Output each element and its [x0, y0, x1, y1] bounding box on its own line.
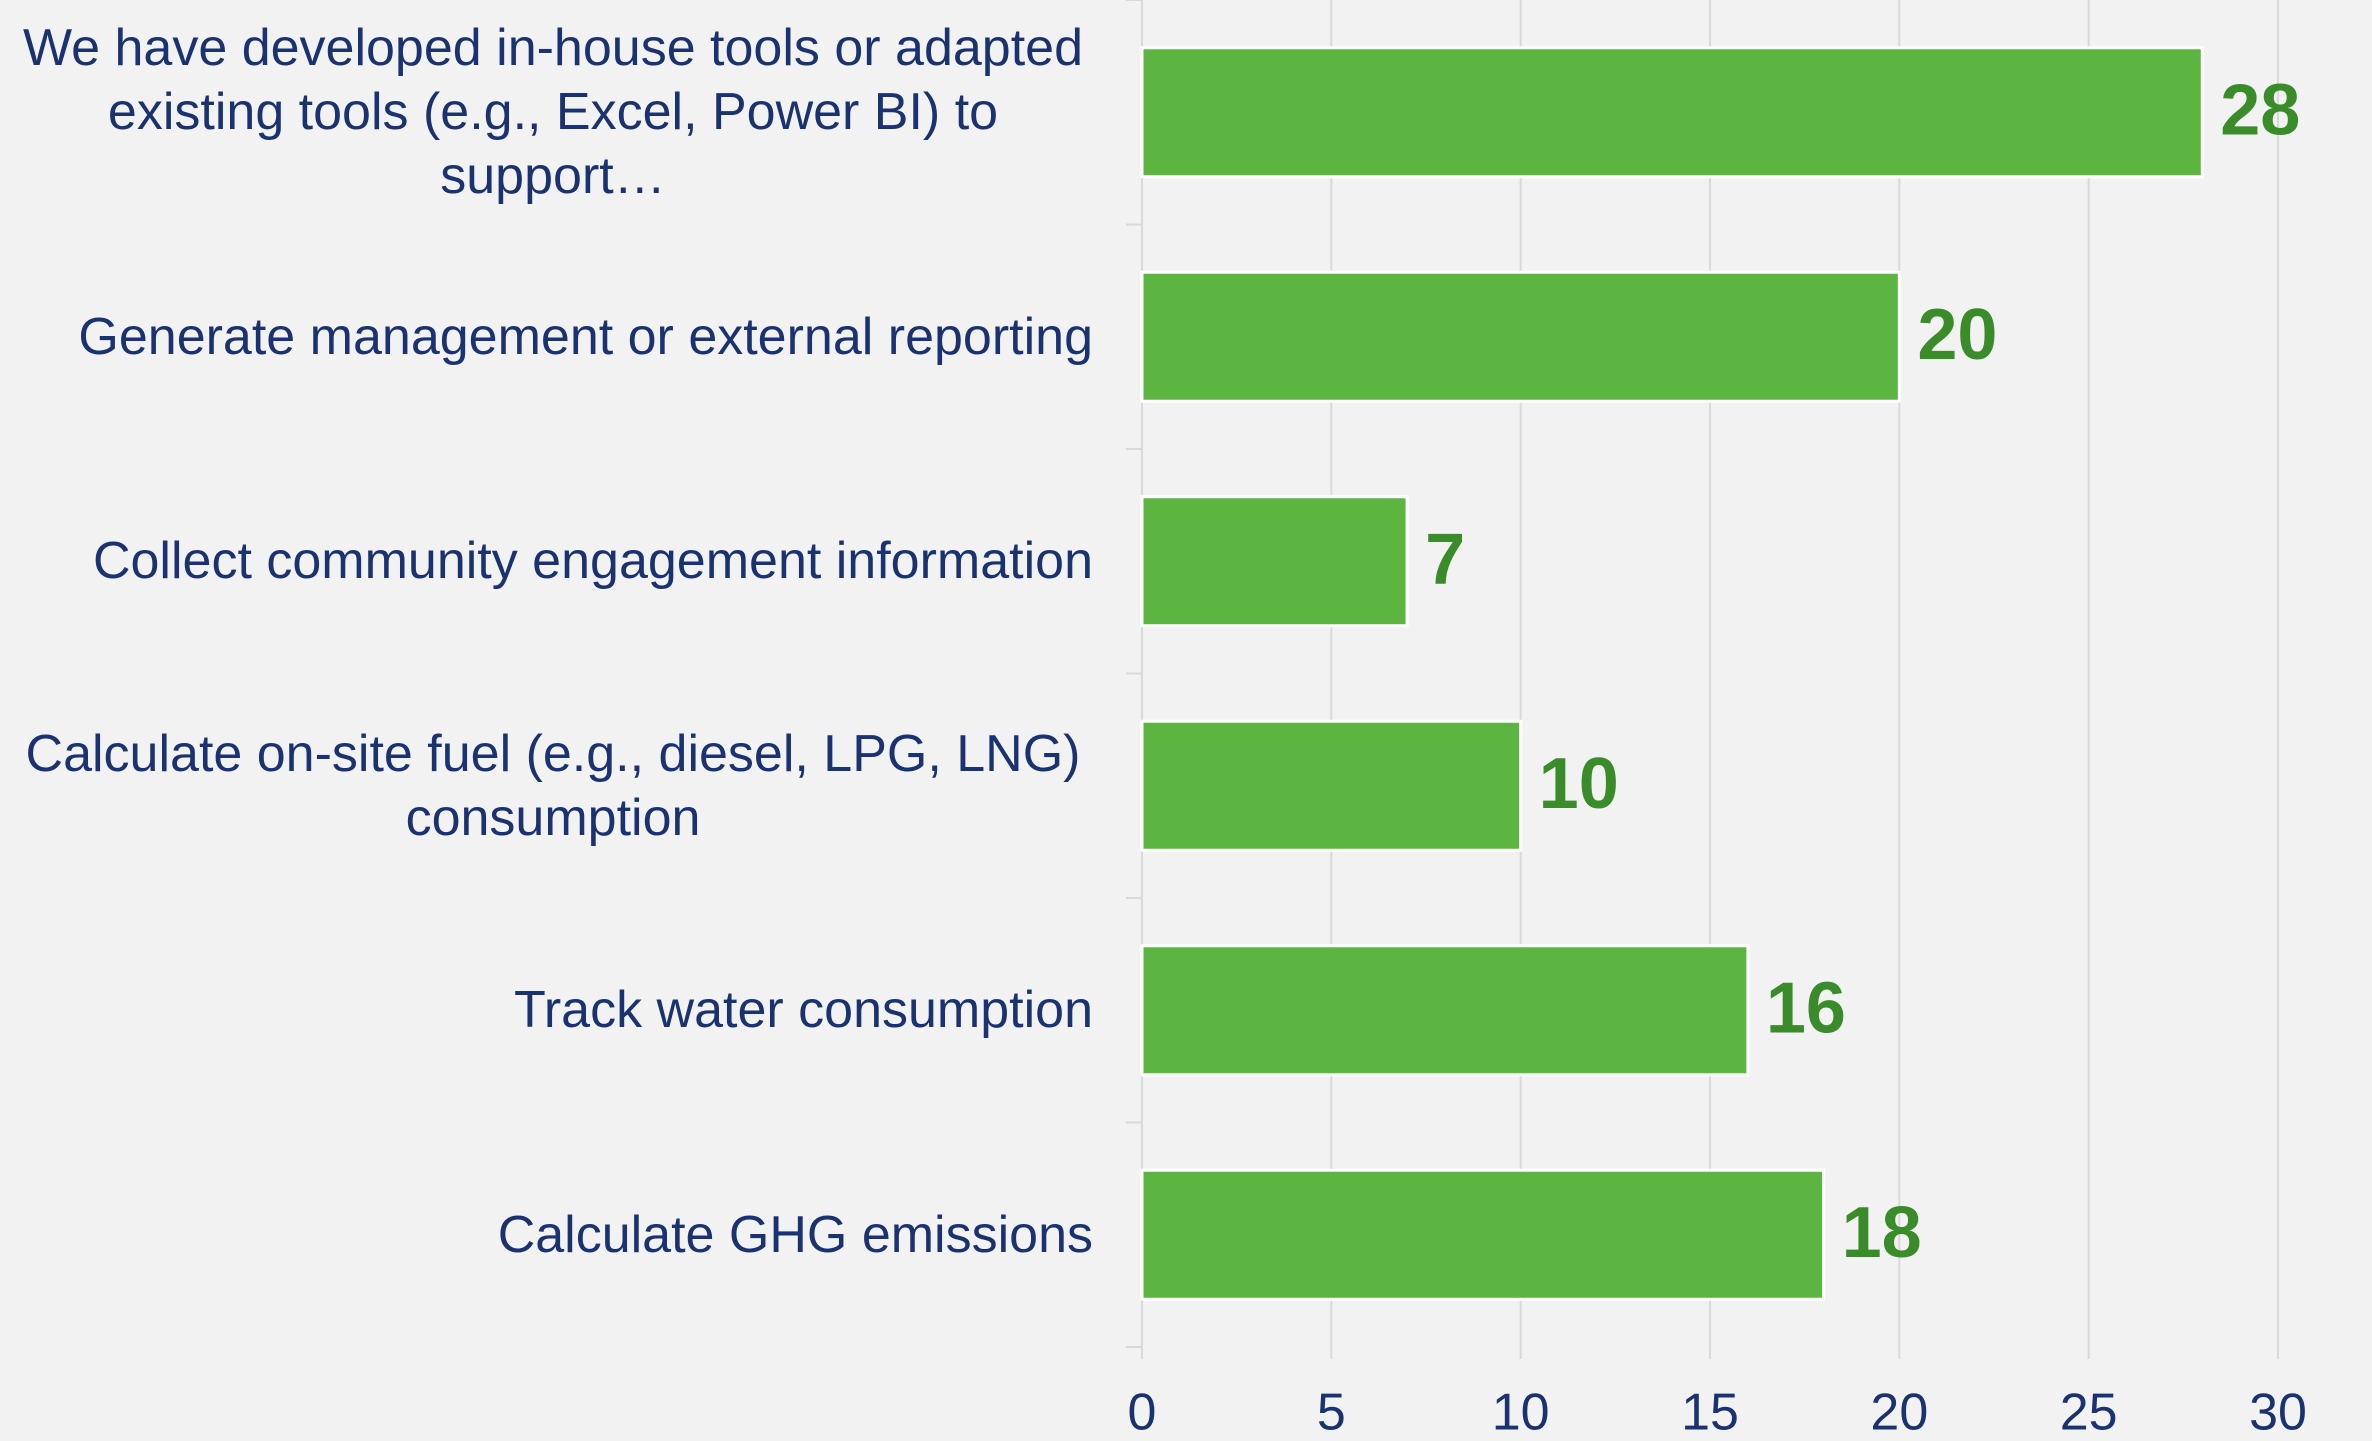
bar: [1140, 46, 2204, 179]
x-tick-label: 20: [1870, 1384, 1928, 1441]
category-label-box: Track water consumption: [13, 978, 1093, 1042]
y-tick-label: We have developed in-house tools or adap…: [22, 19, 1083, 206]
bar: [1140, 1168, 1826, 1301]
value-label: 16: [1766, 968, 1846, 1048]
category-label-box: Calculate on-site fuel (e.g., diesel, LP…: [13, 722, 1093, 850]
value-label: 28: [2220, 70, 2300, 150]
category-label-box: Calculate GHG emissions: [13, 1203, 1093, 1267]
x-tick-label: 15: [1681, 1384, 1739, 1441]
value-label: 18: [1842, 1193, 1922, 1273]
x-tick-label: 0: [1128, 1384, 1157, 1441]
bar: [1140, 719, 1523, 852]
value-label: 7: [1425, 519, 1465, 599]
y-tick-label: Calculate GHG emissions: [497, 1205, 1093, 1264]
category-label-box: We have developed in-house tools or adap…: [13, 16, 1093, 208]
y-tick-label: Calculate on-site fuel (e.g., diesel, LP…: [25, 724, 1081, 847]
y-tick-label: Collect community engagement information: [92, 532, 1093, 591]
x-tick-label: 10: [1492, 1384, 1550, 1441]
y-tick-label: Track water consumption: [514, 981, 1093, 1040]
bar: [1140, 944, 1750, 1077]
x-tick-label: 25: [2060, 1384, 2118, 1441]
category-label-box: Generate management or external reportin…: [13, 305, 1093, 369]
value-label: 10: [1539, 744, 1619, 824]
bar: [1140, 270, 1901, 403]
value-label: 20: [1917, 295, 1997, 375]
bar: [1140, 495, 1409, 628]
x-tick-label: 30: [2249, 1384, 2307, 1441]
y-tick-label: Generate management or external reportin…: [78, 307, 1093, 366]
category-label-box: Collect community engagement information: [13, 529, 1093, 593]
x-tick-label: 5: [1317, 1384, 1346, 1441]
